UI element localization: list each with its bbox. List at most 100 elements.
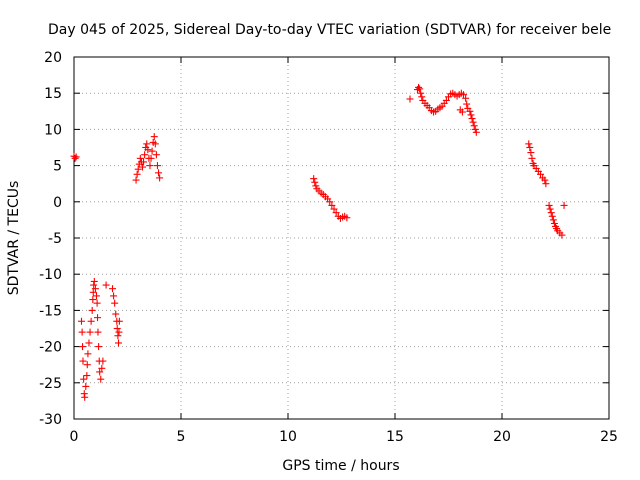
data-point (112, 310, 120, 318)
data-point (132, 176, 140, 184)
data-point (148, 147, 156, 155)
data-point (547, 209, 555, 217)
data-point (343, 214, 351, 222)
series-seg-16h-19h (406, 83, 480, 136)
data-point (326, 198, 334, 206)
data-point (542, 180, 550, 188)
y-tick-label: -5 (48, 231, 62, 247)
data-point (96, 368, 104, 376)
data-point (147, 154, 155, 162)
data-point (415, 83, 423, 91)
data-point (83, 372, 91, 380)
data-point (527, 149, 535, 157)
data-point (84, 350, 92, 358)
data-point (83, 361, 91, 369)
data-point (526, 144, 534, 151)
x-tick-label: 0 (70, 429, 79, 445)
data-point (311, 178, 319, 186)
y-tick-label: -20 (39, 340, 62, 356)
data-point (472, 128, 480, 136)
data-point (115, 339, 123, 347)
data-point (146, 162, 154, 170)
data-point (110, 292, 118, 300)
y-axis-title: SDTVAR / TECUs (6, 181, 22, 296)
x-tick-label: 10 (279, 429, 297, 445)
data-point (71, 154, 79, 162)
chart-title: Day 045 of 2025, Sidereal Day-to-day VTE… (48, 22, 611, 38)
axis-ticks: 0 5 10 15 20 25 -30 -25 -20 -15 -10 -5 0 5 10 15 20 (39, 50, 618, 445)
data-point (86, 328, 94, 336)
x-tick-label: 20 (493, 429, 511, 445)
data-point (109, 285, 117, 293)
data-point (330, 205, 338, 213)
data-point (82, 382, 90, 390)
data-point (459, 91, 467, 99)
data-point (115, 317, 123, 325)
data-point (155, 169, 163, 177)
data-point (113, 325, 121, 332)
data-point (332, 209, 340, 217)
data-point (98, 364, 106, 372)
x-tick-label: 15 (386, 429, 404, 445)
data-point (90, 281, 98, 289)
data-point (144, 146, 152, 154)
data-point (114, 332, 122, 340)
data-point (528, 154, 536, 162)
data-point (87, 317, 95, 325)
data-point (72, 153, 80, 161)
data-point (88, 306, 96, 314)
data-point (550, 220, 558, 228)
data-point (92, 292, 100, 300)
y-tick-label: 5 (53, 159, 62, 175)
data-point (462, 94, 470, 102)
series-seg-11h (310, 175, 351, 222)
data-point (549, 216, 557, 224)
data-point (134, 165, 142, 173)
data-point (328, 201, 336, 209)
data-point (79, 343, 87, 351)
data-point (141, 151, 149, 159)
data-point (102, 281, 110, 289)
data-point (406, 95, 414, 103)
data-point (458, 108, 466, 116)
data-point (80, 375, 88, 383)
x-tick-label: 5 (177, 429, 186, 445)
data-point (94, 328, 102, 336)
data-point (156, 174, 164, 182)
data-point (468, 115, 476, 123)
y-tick-label: 10 (44, 122, 62, 138)
grid (74, 57, 609, 419)
data-point (115, 328, 123, 336)
data-point (548, 212, 556, 220)
data-point (466, 107, 474, 115)
data-point (467, 111, 475, 119)
data-point (442, 96, 450, 104)
y-tick-label: 15 (44, 86, 62, 102)
data-point (312, 182, 320, 190)
y-tick-label: -15 (39, 303, 62, 319)
series-seg-03h (132, 133, 164, 184)
data-point (138, 163, 146, 171)
data-point (417, 89, 425, 97)
data-point (153, 162, 161, 170)
y-tick-label: 0 (53, 195, 62, 211)
data-point (89, 296, 97, 304)
data-point (545, 201, 553, 209)
data-point (143, 140, 151, 148)
y-tick-label: -30 (39, 412, 62, 428)
x-axis-title: GPS time / hours (282, 458, 399, 474)
data-point (133, 170, 141, 178)
data-point (537, 170, 545, 178)
data-point (85, 339, 93, 347)
data-point (471, 125, 479, 133)
data-point (151, 140, 159, 148)
data-point (93, 299, 101, 307)
data-point (463, 100, 471, 108)
series-seg-00h-02h (77, 277, 123, 401)
data-point (95, 343, 103, 351)
data-point (111, 299, 119, 307)
data-point (136, 154, 144, 162)
y-tick-label: -25 (39, 376, 62, 392)
data-point (97, 375, 105, 383)
